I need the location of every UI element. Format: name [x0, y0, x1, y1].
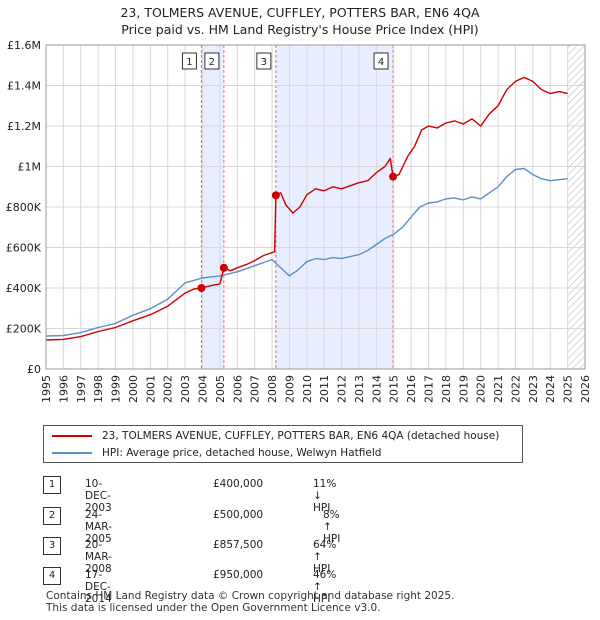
x-tick-label: 2007 [249, 375, 262, 403]
x-tick-label: 2009 [283, 375, 296, 403]
transaction-hpi: 8% ↑ HPI [323, 509, 341, 545]
sale-point [389, 172, 398, 181]
sale-number-box [181, 52, 197, 70]
transaction-number: 4 [43, 567, 61, 585]
x-tick-label: 1995 [40, 375, 53, 403]
x-tick-label: 2000 [127, 375, 140, 403]
transaction-date: 17-DEC-2014 [85, 569, 112, 605]
x-tick-label: 2008 [266, 375, 279, 403]
x-tick-label: 2003 [179, 375, 192, 403]
sale-number-box [256, 52, 272, 70]
sale-point [197, 284, 206, 292]
transaction-price: £500,000 [213, 509, 264, 521]
sale-number-label: 2 [209, 57, 215, 68]
x-tick-label: 1996 [57, 375, 70, 403]
x-tick-label: 1998 [92, 375, 105, 403]
transaction-hpi: 64% ↑ HPI [313, 539, 337, 575]
x-tick-label: 2016 [405, 375, 418, 403]
x-tick-label: 2017 [423, 375, 436, 403]
y-tick-label: £0 [27, 363, 41, 376]
x-tick-label: 2006 [231, 375, 244, 403]
y-tick-label: £1M [18, 161, 42, 174]
x-tick-label: 2025 [562, 375, 575, 403]
price-chart: 1 2 3 4 £0 £200K £400K £600K £800K £1M £1.2M £1.4M… [6, 39, 592, 403]
y-tick-label: £400K [6, 282, 42, 295]
chart-title: 23, TOLMERS AVENUE, CUFFLEY, POTTERS BAR… [120, 5, 480, 20]
x-tick-label: 2010 [301, 375, 314, 403]
transaction-hpi: 46% ↑ HPI [313, 569, 337, 605]
x-tick-label: 2014 [370, 375, 383, 403]
y-tick-label: £600K [6, 242, 42, 255]
sale-number-label: 1 [186, 57, 192, 68]
y-tick-label: £1.6M [7, 39, 41, 52]
sale-number-box [204, 52, 220, 70]
x-tick-label: 2023 [527, 375, 540, 403]
transaction-price: £400,000 [213, 478, 264, 490]
transaction-price: £857,500 [213, 539, 264, 551]
sale-number-box [373, 52, 389, 70]
transaction-date: 20-MAR-2008 [85, 539, 112, 575]
chart-subtitle: Price paid vs. HM Land Registry's House … [121, 22, 479, 37]
x-tick-label: 2020 [475, 375, 488, 403]
x-tick-label: 1999 [110, 375, 123, 403]
x-tick-label: 2019 [457, 375, 470, 403]
y-tick-label: £800K [6, 201, 42, 214]
transaction-date: 24-MAR-2005 [85, 509, 112, 545]
sale-point [271, 191, 280, 200]
legend-swatch-property [52, 435, 92, 437]
transaction-date: 10-DEC-2003 [85, 478, 112, 514]
x-tick-label: 2024 [544, 375, 557, 403]
legend-label-hpi: HPI: Average price, detached house, Welw… [102, 447, 382, 459]
sale-number-label: 3 [261, 57, 267, 68]
transaction-price: £950,000 [213, 569, 264, 581]
transaction-number: 1 [43, 476, 61, 494]
legend-label-property: 23, TOLMERS AVENUE, CUFFLEY, POTTERS BAR… [102, 430, 500, 442]
x-tick-label: 2021 [492, 375, 505, 403]
x-tick-label: 2002 [162, 375, 175, 403]
hpi-line [45, 167, 568, 337]
x-tick-label: 2011 [318, 375, 331, 403]
footer-copyright: Contains HM Land Registry data © Crown c… [46, 590, 455, 602]
x-tick-label: 2026 [579, 375, 592, 403]
x-tick-label: 2018 [440, 375, 453, 403]
transaction-number: 3 [43, 537, 61, 555]
transaction-hpi: 11% ↓ HPI [313, 478, 337, 514]
footer-licence: This data is licensed under the Open Gov… [46, 602, 381, 614]
x-tick-label: 1997 [75, 375, 88, 403]
x-tick-label: 2015 [388, 375, 401, 403]
legend-swatch-hpi [52, 452, 92, 454]
sale-point [219, 263, 228, 272]
chart-legend: 23, TOLMERS AVENUE, CUFFLEY, POTTERS BAR… [43, 425, 523, 463]
x-tick-label: 2013 [353, 375, 366, 403]
x-tick-label: 2005 [214, 375, 227, 403]
x-tick-label: 2001 [144, 375, 157, 403]
x-tick-label: 2012 [336, 375, 349, 403]
y-tick-label: £200K [6, 323, 42, 336]
x-tick-label: 2004 [196, 375, 209, 403]
plot-border [45, 44, 586, 370]
transaction-number: 2 [43, 507, 61, 525]
sale-number-label: 4 [378, 57, 384, 68]
legend-item-hpi: HPI: Average price, detached house, Welw… [52, 445, 381, 461]
y-tick-label: £1.2M [7, 120, 41, 133]
y-tick-label: £1.4M [7, 80, 41, 93]
legend-item-property: 23, TOLMERS AVENUE, CUFFLEY, POTTERS BAR… [52, 428, 499, 444]
x-tick-label: 2022 [509, 375, 522, 403]
